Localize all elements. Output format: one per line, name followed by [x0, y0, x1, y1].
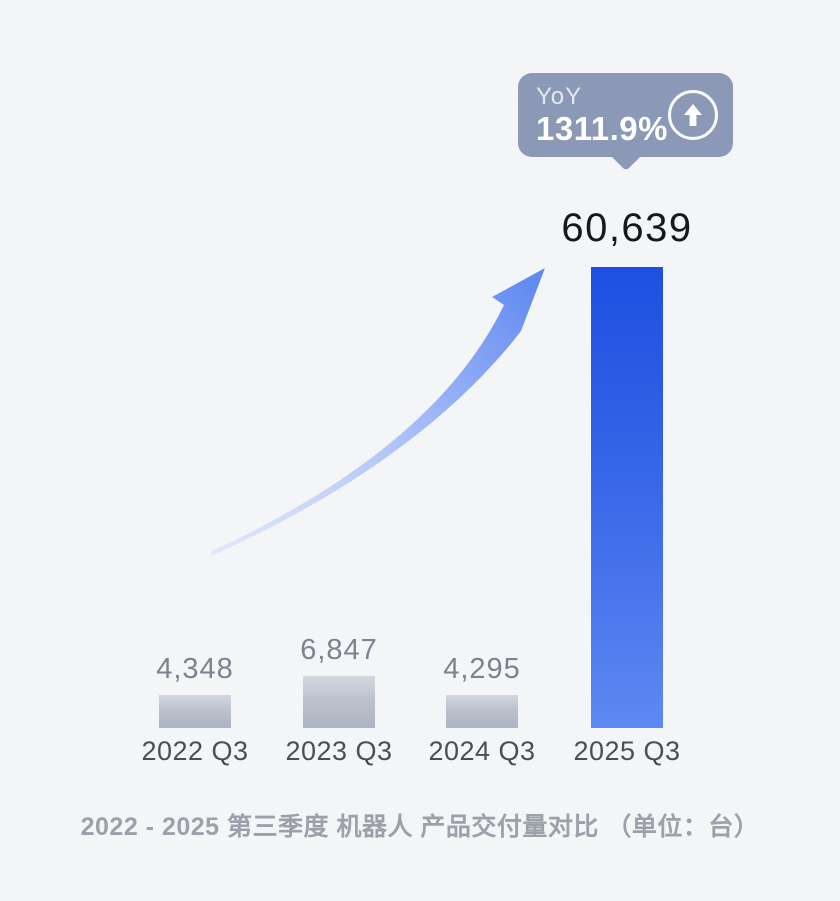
x-axis-label: 2025 Q3 — [573, 736, 681, 766]
bar-column-2024q3: 4,295 2024 Q3 — [392, 651, 572, 766]
arrow-up-circle-icon — [667, 90, 718, 140]
x-axis-label: 2023 Q3 — [285, 736, 393, 766]
yoy-value: 1311.9% — [536, 110, 668, 147]
chart-title: 2022 - 2025 第三季度 机器人 产品交付量对比 （单位：台） — [80, 813, 760, 841]
up-arrow-glyph — [683, 104, 702, 126]
bar-value-label: 4,348 — [156, 653, 234, 685]
bar-value-label: 4,295 — [443, 653, 521, 685]
yoy-badge: YoY 1311.9% — [518, 73, 733, 171]
bar-2022q3 — [159, 695, 231, 728]
bar-value-label-highlight: 60,639 — [561, 206, 693, 250]
bar-2024q3 — [446, 695, 518, 728]
bar-value-label: 6,847 — [300, 634, 378, 666]
bar-column-2023q3: 6,847 2023 Q3 — [249, 632, 429, 766]
growth-arrow-path — [211, 268, 545, 556]
bar-2023q3 — [303, 676, 375, 728]
bar-column-2025q3-highlight: 60,639 2025 Q3 — [537, 203, 717, 766]
x-axis-label: 2024 Q3 — [428, 736, 536, 766]
bar-2025q3 — [591, 267, 663, 728]
bar-column-2022q3: 4,348 2022 Q3 — [105, 651, 285, 766]
badge-text: YoY 1311.9% — [536, 83, 668, 147]
yoy-label: YoY — [536, 83, 583, 110]
x-axis-label: 2022 Q3 — [141, 736, 249, 766]
